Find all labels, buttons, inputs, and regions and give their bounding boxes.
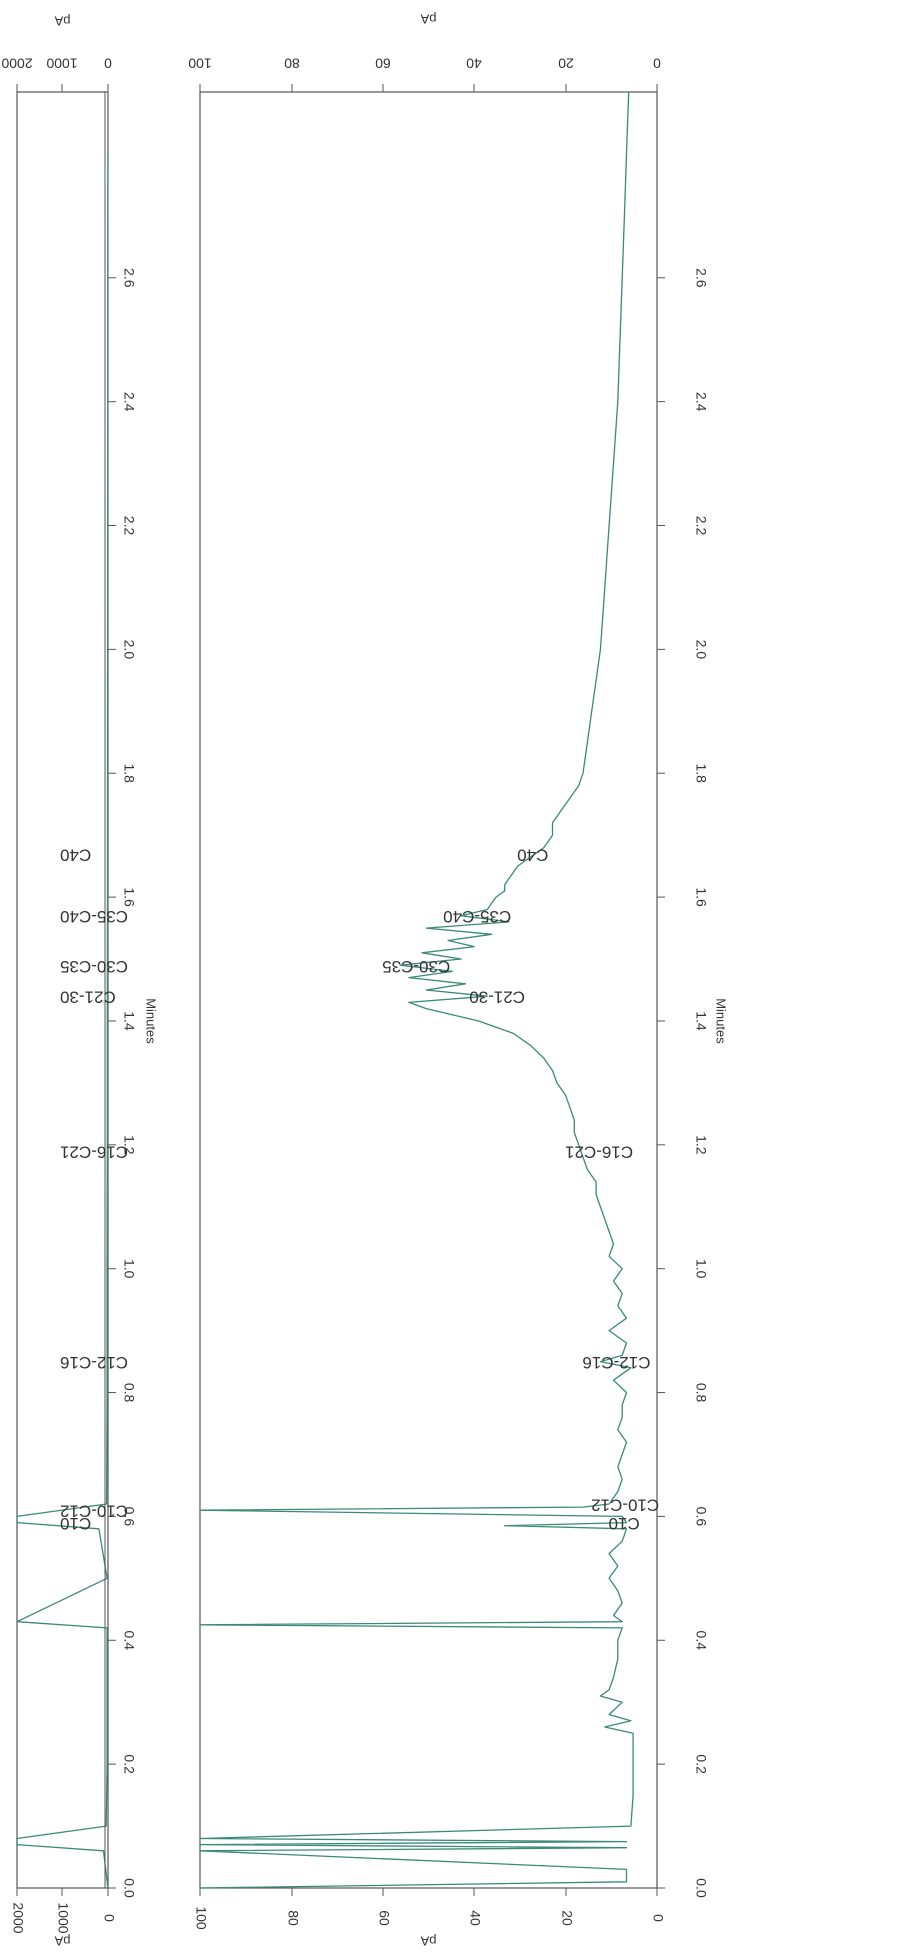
x-tick-label: 2.2 [121, 516, 137, 536]
x-tick-label: 1.8 [693, 764, 709, 784]
peak-label-c40: C40 [517, 845, 548, 864]
x-tick-label: 1.0 [121, 1259, 137, 1279]
y-tick-label-top: 0 [104, 55, 112, 71]
y-tick-label-bottom: 20 [559, 1910, 575, 1926]
x-tick-label: 0.2 [693, 1754, 709, 1774]
x-tick-label: 0.6 [693, 1507, 709, 1527]
y-tick-label-bottom: 80 [285, 1910, 301, 1926]
signal-trace [199, 91, 634, 1889]
peak-label-c30-c35: C30-C35 [382, 957, 450, 976]
y-tick-label-bottom: 1000 [55, 1902, 71, 1933]
peak-label-c16-c21: C16-C21 [60, 1143, 128, 1162]
y-tick-label-bottom: 100 [193, 1906, 209, 1930]
y-tick-label-bottom: 60 [376, 1910, 392, 1926]
x-tick-label: 2.0 [693, 640, 709, 660]
chart-panel-top: 0 0 1000 1000 2000 2000 0.0 0.2 0.4 0.6 0.8 1.0 1.2 1… [1, 14, 158, 1949]
peak-label-c10: C10 [60, 1514, 91, 1533]
x-tick-label: 1.2 [121, 1135, 137, 1155]
peak-label-c21-30: C21-30 [60, 988, 116, 1007]
x-tick-label: 0.8 [121, 1383, 137, 1403]
peak-label-c40: C40 [60, 845, 91, 864]
x-tick-label: 2.2 [693, 516, 709, 536]
y-tick-label-top: 80 [284, 55, 300, 71]
y-tick-label-top: 60 [375, 55, 391, 71]
x-tick-label: 1.6 [693, 887, 709, 907]
y-axis-title-bottom: pA [54, 1934, 70, 1949]
y-tick-label-top: 0 [653, 55, 661, 71]
peak-label-c21-30: C21-30 [469, 988, 525, 1007]
y-tick-label-bottom: 2000 [10, 1902, 26, 1933]
x-tick-label: 2.6 [121, 268, 137, 288]
x-tick-label: 1.4 [121, 1011, 137, 1031]
y-axis-title-top: pA [54, 14, 70, 29]
peak-label-c35-c40: C35-C40 [443, 907, 511, 926]
peak-label-c10-c12: C10-C12 [60, 1502, 128, 1521]
peak-label-c30-c35: C30-C35 [60, 957, 128, 976]
x-tick-label: 0.6 [121, 1507, 137, 1527]
y-tick-label-bottom: 0 [101, 1914, 117, 1922]
y-axis-title-bottom: pA [420, 1934, 436, 1949]
x-tick-label: 0.8 [693, 1383, 709, 1403]
x-tick-label: 0.4 [693, 1631, 709, 1651]
y-tick-label-top: 1000 [46, 55, 77, 71]
y-tick-label-bottom: 0 [650, 1914, 666, 1922]
peak-label-c35-c40: C35-C40 [60, 907, 128, 926]
x-axis-title: Minutes [714, 998, 729, 1044]
signal-trace [16, 153, 109, 1889]
y-axis-title-top: pA [420, 12, 436, 27]
x-tick-label: 1.4 [693, 1011, 709, 1031]
x-tick-label: 1.0 [693, 1259, 709, 1279]
x-tick-label: 0.4 [121, 1631, 137, 1651]
x-tick-label: 1.2 [693, 1135, 709, 1155]
x-tick-label: 2.0 [121, 640, 137, 660]
x-tick-label: 1.8 [121, 764, 137, 784]
peak-label-c10-c12: C10-C12 [591, 1496, 659, 1515]
chart-panel-bottom: 0 0 20 20 40 40 60 60 80 80 100 100 0.0 0.2 0.4 0.6 0.8 1… [188, 12, 728, 1949]
x-tick-label: 2.4 [121, 392, 137, 412]
x-tick-label: 2.6 [693, 268, 709, 288]
peak-label-c12-c16: C12-C16 [582, 1353, 650, 1372]
y-tick-label-bottom: 40 [467, 1910, 483, 1926]
x-axis-title: Minutes [144, 998, 159, 1044]
x-tick-label: 0.2 [121, 1754, 137, 1774]
x-tick-label: 2.4 [693, 392, 709, 412]
x-tick-label: 1.6 [121, 887, 137, 907]
y-tick-label-top: 100 [188, 55, 212, 71]
plot-frame [199, 91, 658, 1889]
x-tick-label: 0.0 [121, 1878, 137, 1898]
y-tick-label-top: 40 [466, 55, 482, 71]
peak-label-c16-c21: C16-C21 [565, 1143, 633, 1162]
peak-label-c12-c16: C12-C16 [60, 1353, 128, 1372]
y-tick-label-top: 2000 [1, 55, 32, 71]
x-tick-label: 0.0 [693, 1878, 709, 1898]
peak-label-c10: C10 [609, 1514, 640, 1533]
y-tick-label-top: 20 [558, 55, 574, 71]
